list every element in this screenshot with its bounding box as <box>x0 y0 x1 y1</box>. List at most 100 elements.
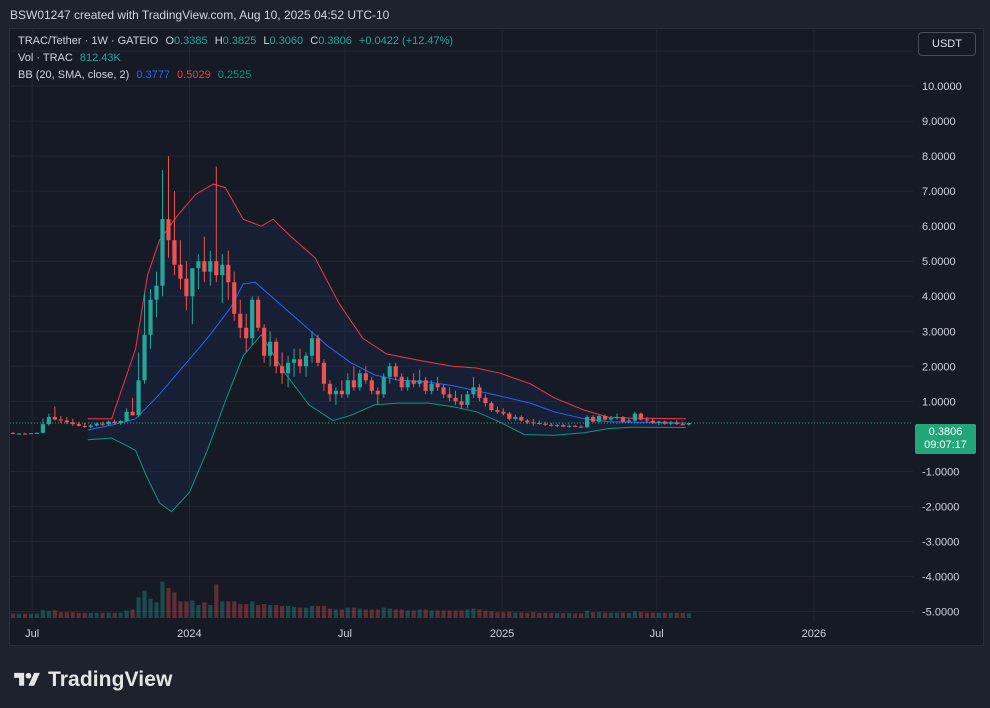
candle-body <box>543 423 548 425</box>
candle-body <box>220 264 225 276</box>
volume-bar <box>202 602 207 618</box>
candle-body <box>94 423 99 426</box>
candle-body <box>471 387 476 395</box>
candle-body <box>256 299 261 328</box>
candle <box>590 415 596 423</box>
low-value: 0.3060 <box>269 35 304 47</box>
volume-bar <box>465 609 470 618</box>
candle-body <box>465 394 470 405</box>
candle <box>244 313 249 353</box>
candle <box>184 261 189 311</box>
volume-bar <box>345 607 350 618</box>
candle <box>22 432 28 435</box>
candle <box>477 383 482 402</box>
candle-body <box>590 417 596 422</box>
volume-bar <box>208 605 213 618</box>
candles <box>10 156 691 435</box>
candle <box>345 373 350 398</box>
candle <box>417 369 422 388</box>
volume-bar <box>315 605 321 618</box>
volume-bar <box>58 612 63 618</box>
candle <box>579 425 584 428</box>
volume-bar <box>46 610 51 618</box>
tradingview-logo[interactable]: TradingView <box>12 668 172 692</box>
candle <box>196 254 201 290</box>
y-tick-label: 2.0000 <box>922 361 956 373</box>
volume-bar <box>184 601 189 618</box>
bb-legend: BB (20, SMA, close, 2) 0.3777 0.5029 0.2… <box>18 69 255 81</box>
candle-body <box>537 423 542 425</box>
chart-frame[interactable] <box>9 28 984 646</box>
candle <box>208 250 213 286</box>
bb-lower-line <box>87 333 686 513</box>
ohlc-legend: TRAC/Tether · 1W · GATEIO O0.3385 H0.382… <box>18 35 457 47</box>
candle-body <box>363 373 368 381</box>
candle-body <box>339 390 344 395</box>
candle <box>567 424 572 428</box>
y-tick-label: -5.0000 <box>922 606 959 618</box>
candle-body <box>214 261 219 276</box>
volume-bar <box>483 610 488 618</box>
candle <box>76 421 81 427</box>
candle-body <box>596 416 602 422</box>
volume-bar <box>501 612 506 618</box>
candle-body <box>315 338 321 363</box>
volume-bar <box>495 612 500 618</box>
candle-body <box>64 420 69 423</box>
candle-body <box>620 417 626 422</box>
candle-body <box>423 380 428 391</box>
volume-bar <box>363 609 368 618</box>
candle <box>393 362 398 381</box>
volume-bar <box>513 612 518 618</box>
candle <box>148 289 153 349</box>
volume-bar <box>453 610 458 618</box>
volume-bar <box>537 612 542 618</box>
bar-countdown: 09:07:17 <box>924 439 967 451</box>
candle-body <box>142 334 147 381</box>
grid-lines <box>10 30 913 622</box>
candle-body <box>309 338 315 356</box>
time-axis: Jul 2024 Jul 2025 Jul 2026 <box>25 628 826 640</box>
candle <box>297 348 303 374</box>
candle-body <box>495 410 500 412</box>
candle <box>405 376 410 391</box>
candle <box>584 415 590 428</box>
candle-body <box>28 433 34 435</box>
candle <box>620 416 626 423</box>
candle <box>411 373 416 388</box>
volume-bar <box>417 609 422 618</box>
volume-bar <box>567 613 572 618</box>
volume-bar <box>291 606 297 618</box>
volume-bar <box>100 612 105 618</box>
candle-body <box>441 387 446 395</box>
candle-body <box>232 282 237 314</box>
candle-body <box>614 417 620 419</box>
candle-body <box>10 432 16 434</box>
candle <box>82 423 87 428</box>
bb-basis-line <box>87 281 686 431</box>
candle <box>166 156 171 258</box>
candle <box>124 408 129 423</box>
candle <box>537 420 542 425</box>
volume-bar <box>668 612 673 618</box>
volume-bar <box>638 611 643 618</box>
volume-bar <box>232 601 237 618</box>
candle <box>638 412 643 421</box>
candle <box>381 373 386 398</box>
volume-bar <box>196 605 201 618</box>
candle-body <box>405 380 410 388</box>
candle-body <box>489 403 494 411</box>
candle <box>555 423 560 428</box>
candle <box>118 420 123 425</box>
candle <box>64 417 69 425</box>
candle-body <box>82 425 87 427</box>
candle-body <box>154 285 159 300</box>
candle-body <box>244 327 249 339</box>
candle-body <box>172 240 177 265</box>
candle <box>100 421 105 426</box>
candle-body <box>387 366 392 377</box>
candle-body <box>34 432 40 434</box>
close-label: C <box>310 35 319 47</box>
currency-button[interactable]: USDT <box>918 32 976 56</box>
